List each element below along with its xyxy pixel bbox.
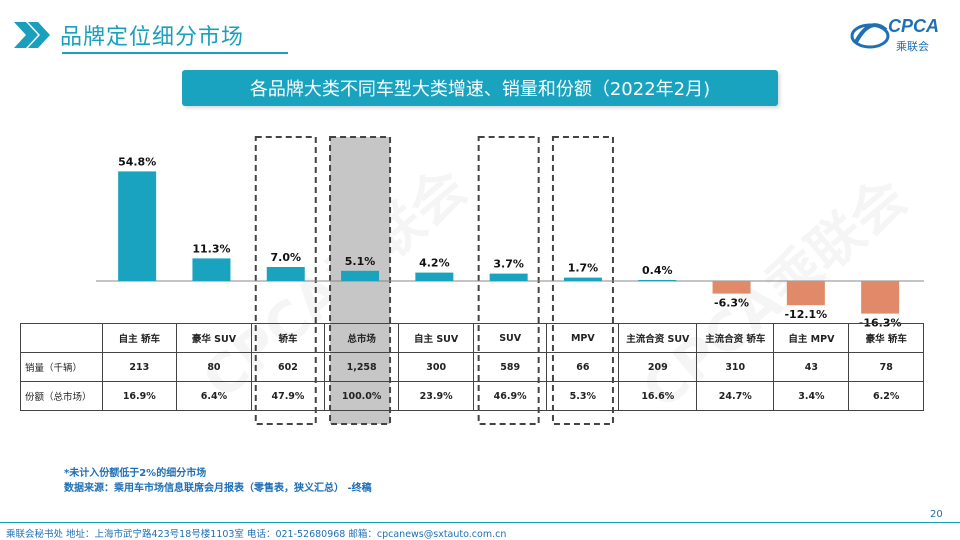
row-label-1: 份额（总市场） xyxy=(20,381,103,411)
bar-2 xyxy=(266,267,305,281)
notes: *未计入份额低于2%的细分市场 数据来源：乘用车市场信息联席会月报表（零售表，狭… xyxy=(64,466,372,496)
table-cell-0-2: 602 xyxy=(250,352,326,382)
bar-10 xyxy=(861,281,900,314)
table-cell-0-3: 1,258 xyxy=(324,352,400,382)
cpca-logo-icon xyxy=(850,23,890,49)
data-label-4: 4.2% xyxy=(419,257,450,270)
data-label-3: 5.1% xyxy=(345,255,376,268)
header: 品牌定位细分市场 xyxy=(12,18,244,52)
category-label-10: 豪华 轿车 xyxy=(848,323,924,353)
table-cell-1-5: 46.9% xyxy=(473,381,548,411)
table-row: 份额（总市场） 16.9% 6.4% 47.9% 100.0% 23.9% 46.9% 5.3… xyxy=(20,381,924,411)
table-cell-0-0: 213 xyxy=(101,352,178,382)
category-label-0: 自主 轿车 xyxy=(101,323,178,353)
data-table: 自主 轿车 豪华 SUV 轿车 总市场 自主 SUV SUV MPV 主流合资 SUV 主流合资… xyxy=(20,323,924,411)
category-label-7: 主流合资 SUV xyxy=(618,323,698,353)
table-corner xyxy=(20,323,103,353)
table-cell-1-7: 16.6% xyxy=(618,381,698,411)
table-cell-1-3: 100.0% xyxy=(324,381,400,411)
chart-title: 各品牌大类不同车型大类增速、销量和份额（2022年2月) xyxy=(182,70,778,106)
data-label-9: -12.1% xyxy=(784,308,827,321)
page-number: 20 xyxy=(930,509,943,520)
bar-6 xyxy=(563,277,602,281)
category-label-1: 豪华 SUV xyxy=(176,323,252,353)
category-label-2: 轿车 xyxy=(250,323,326,353)
bar-0 xyxy=(118,171,157,281)
data-label-0: 54.8% xyxy=(118,155,156,168)
category-label-5: SUV xyxy=(473,323,548,353)
table-cell-0-6: 66 xyxy=(546,352,620,382)
bar-3 xyxy=(341,270,380,281)
category-label-6: MPV xyxy=(546,323,620,353)
table-cell-0-8: 310 xyxy=(696,352,775,382)
row-label-0: 销量（千辆） xyxy=(20,352,103,382)
category-label-9: 自主 MPV xyxy=(773,323,850,353)
bar-1 xyxy=(192,258,231,281)
table-row: 销量（千辆） 213 80 602 1,258 300 589 66 209 310 43 78 xyxy=(20,352,924,382)
bar-9 xyxy=(786,281,825,306)
bar-4 xyxy=(415,272,454,281)
footer-divider xyxy=(0,522,960,523)
logo-text: CPCA xyxy=(888,16,940,36)
table-cell-1-2: 47.9% xyxy=(250,381,326,411)
bar-8 xyxy=(712,281,751,294)
table-cell-0-10: 78 xyxy=(848,352,924,382)
table-cell-0-7: 209 xyxy=(618,352,698,382)
table-cell-0-9: 43 xyxy=(773,352,850,382)
table-cell-1-4: 23.9% xyxy=(398,381,475,411)
table-cell-0-5: 589 xyxy=(473,352,548,382)
title-underline xyxy=(62,52,288,54)
logo-subtext: 乘联会 xyxy=(896,40,929,53)
note-line-2: 数据来源：乘用车市场信息联席会月报表（零售表，狭义汇总） -终稿 xyxy=(64,483,372,494)
note-line-1: *未计入份额低于2%的细分市场 xyxy=(64,468,207,479)
category-label-4: 自主 SUV xyxy=(398,323,475,353)
data-label-1: 11.3% xyxy=(192,242,230,255)
table-cell-1-1: 6.4% xyxy=(176,381,252,411)
data-label-5: 3.7% xyxy=(493,258,524,271)
page-title: 品牌定位细分市场 xyxy=(60,25,245,50)
bar-7 xyxy=(638,280,677,281)
table-cell-1-10: 6.2% xyxy=(848,381,924,411)
table-header-row: 自主 轿车 豪华 SUV 轿车 总市场 自主 SUV SUV MPV 主流合资 SUV 主流合资… xyxy=(20,323,924,353)
table-cell-1-9: 3.4% xyxy=(773,381,850,411)
data-label-6: 1.7% xyxy=(568,262,599,275)
double-chevron-icon xyxy=(14,22,50,48)
data-label-8: -6.3% xyxy=(714,297,749,310)
data-label-7: 0.4% xyxy=(642,264,673,277)
bar-5 xyxy=(489,273,528,281)
data-label-2: 7.0% xyxy=(270,251,301,264)
table-cell-1-8: 24.7% xyxy=(696,381,775,411)
table-cell-1-6: 5.3% xyxy=(546,381,620,411)
footer-text: 乘联会秘书处 地址：上海市武宁路423号18号楼1103室 电话：021-526… xyxy=(6,529,507,540)
category-label-8: 主流合资 轿车 xyxy=(696,323,775,353)
category-label-3: 总市场 xyxy=(324,323,400,353)
table-cell-0-1: 80 xyxy=(176,352,252,382)
table-cell-0-4: 300 xyxy=(398,352,475,382)
table-cell-1-0: 16.9% xyxy=(101,381,178,411)
